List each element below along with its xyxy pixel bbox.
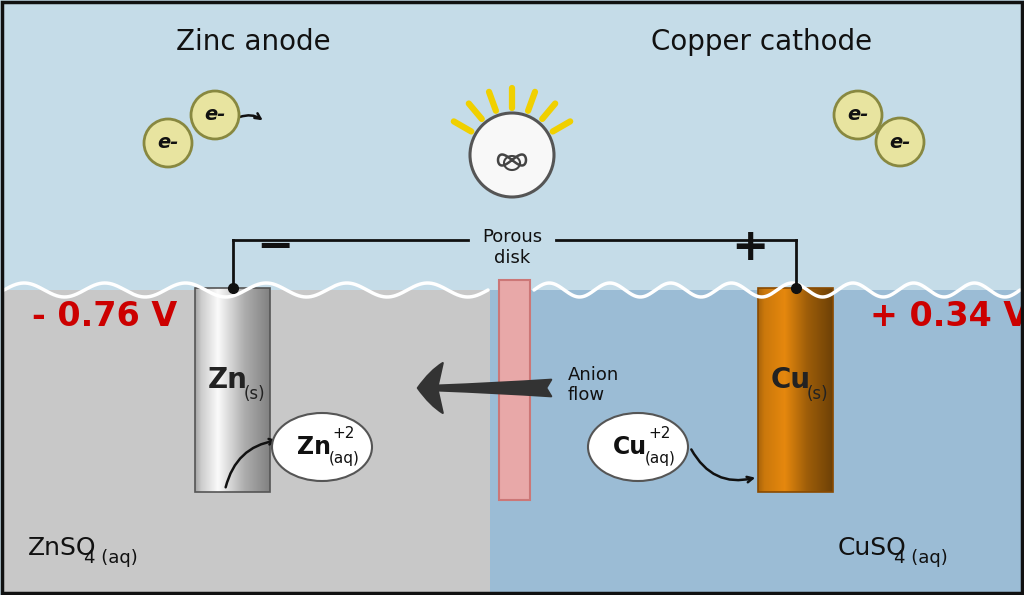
Text: CuSO: CuSO <box>838 536 906 560</box>
Bar <box>490 290 534 593</box>
Text: Zn: Zn <box>297 435 331 459</box>
Text: +: + <box>731 226 769 268</box>
Text: (s): (s) <box>244 385 265 403</box>
Ellipse shape <box>588 413 688 481</box>
Text: Copper cathode: Copper cathode <box>651 28 872 56</box>
Text: Zn: Zn <box>208 366 248 394</box>
Bar <box>195 288 270 492</box>
Text: e-: e- <box>889 133 910 152</box>
Text: Porous
disk: Porous disk <box>482 228 542 267</box>
Text: (aq): (aq) <box>644 452 676 466</box>
Text: e-: e- <box>847 105 868 124</box>
Text: e-: e- <box>158 133 178 152</box>
Text: −: − <box>256 226 294 268</box>
Text: - 0.76 V: - 0.76 V <box>32 300 177 334</box>
Bar <box>2 290 490 593</box>
Circle shape <box>470 113 554 197</box>
Text: Cu: Cu <box>613 435 647 459</box>
Text: +2: +2 <box>649 425 671 440</box>
Text: + 0.34 V: + 0.34 V <box>870 300 1024 334</box>
Circle shape <box>834 91 882 139</box>
Bar <box>534 290 1022 593</box>
Text: 4 (aq): 4 (aq) <box>84 549 138 567</box>
Circle shape <box>144 119 193 167</box>
Text: Anion
flow: Anion flow <box>568 365 620 405</box>
Circle shape <box>191 91 239 139</box>
Circle shape <box>876 118 924 166</box>
Text: (s): (s) <box>807 385 828 403</box>
Text: e-: e- <box>205 105 225 124</box>
Bar <box>758 288 833 492</box>
Text: ZnSO: ZnSO <box>28 536 96 560</box>
Text: 4 (aq): 4 (aq) <box>894 549 948 567</box>
Bar <box>499 280 530 500</box>
Text: (aq): (aq) <box>329 452 359 466</box>
Text: +2: +2 <box>333 425 355 440</box>
Ellipse shape <box>272 413 372 481</box>
Text: Zinc anode: Zinc anode <box>176 28 331 56</box>
Text: Cu: Cu <box>770 366 811 394</box>
